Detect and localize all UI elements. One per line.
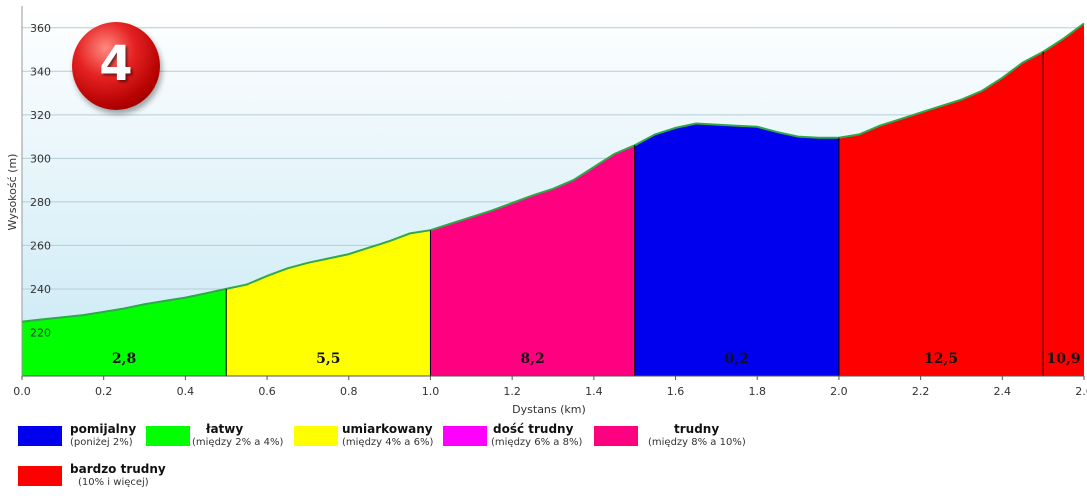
y-tick-label: 280 <box>30 196 51 209</box>
legend-item: łatwy (między 2% a 4%) <box>146 422 296 462</box>
y-tick-label: 260 <box>30 239 51 252</box>
y-tick-label: 360 <box>30 22 51 35</box>
legend-description: (10% i więcej) <box>78 477 149 488</box>
y-axis-ticks: 220 240 260 280 300 320 340 360 <box>30 22 51 340</box>
x-axis-ticks: 0.0 0.2 0.4 0.6 0.8 1.0 1.2 1.4 1.6 1.8 2.0 2.2 2.4 2… <box>13 376 1087 398</box>
legend-description: (między 6% a 8%) <box>491 437 583 448</box>
stage-badge: 4 <box>72 22 160 110</box>
legend-item: dość trudny (między 6% a 8%) <box>443 422 593 462</box>
segment-grade-label: 0,2 <box>725 351 749 367</box>
y-axis-label: Wysokość (m) <box>6 154 19 231</box>
x-tick-label: 2.6 <box>1075 385 1087 398</box>
elevation-line <box>21 22 1085 323</box>
segment-grade-label: 2,8 <box>112 351 136 367</box>
legend-name: dość trudny <box>493 422 574 436</box>
x-axis-label: Dystans (km) <box>512 403 586 416</box>
y-tick-label: 300 <box>30 152 51 165</box>
legend-name: łatwy <box>206 422 244 436</box>
elevation-chart: 2,8 5,5 8,2 0,2 12,5 10,9 220 240 260 280 300 320 3… <box>6 6 1087 416</box>
legend-swatch <box>18 426 62 446</box>
x-tick-label: 2.2 <box>912 385 930 398</box>
legend-name: pomijalny <box>70 422 137 436</box>
legend-item: trudny (między 8% a 10%) <box>594 422 746 462</box>
segment-grade-label: 10,9 <box>1047 351 1081 367</box>
x-tick-label: 0.8 <box>340 385 358 398</box>
y-tick-label: 240 <box>30 283 51 296</box>
y-tick-label: 320 <box>30 109 51 122</box>
x-tick-label: 0.4 <box>177 385 195 398</box>
x-tick-label: 1.4 <box>585 385 603 398</box>
x-tick-label: 2.0 <box>830 385 848 398</box>
x-tick-label: 0.0 <box>13 385 31 398</box>
segment-labels: 2,8 5,5 8,2 0,2 12,5 10,9 <box>112 51 1081 376</box>
x-tick-label: 1.2 <box>503 385 521 398</box>
stage-number: 4 <box>99 36 133 92</box>
legend-item: pomijalny (poniżej 2%) <box>18 422 168 462</box>
legend-description: (między 2% a 4%) <box>192 437 284 448</box>
x-tick-label: 1.6 <box>667 385 685 398</box>
legend-name: umiarkowany <box>342 422 433 436</box>
legend-item: bardzo trudny (10% i więcej) <box>18 462 168 502</box>
y-tick-label: 340 <box>30 65 51 78</box>
segment-grade-label: 8,2 <box>520 351 544 367</box>
legend-name: bardzo trudny <box>70 462 166 476</box>
legend-description: (między 8% a 10%) <box>648 437 746 448</box>
legend-swatch <box>443 426 487 446</box>
legend-swatch <box>18 466 62 486</box>
grade-segment <box>1043 23 1084 376</box>
x-tick-label: 2.4 <box>994 385 1012 398</box>
legend-description: (między 4% a 6%) <box>342 437 434 448</box>
legend-description: (poniżej 2%) <box>70 437 133 448</box>
x-tick-label: 1.8 <box>748 385 766 398</box>
x-tick-label: 0.6 <box>258 385 276 398</box>
legend-name: trudny <box>674 422 720 436</box>
y-tick-label: 220 <box>30 326 51 339</box>
legend-swatch <box>594 426 638 446</box>
segment-grade-label: 12,5 <box>924 351 958 367</box>
segment-grade-label: 5,5 <box>316 351 340 367</box>
legend-item: umiarkowany (między 4% a 6%) <box>294 422 444 462</box>
legend-swatch <box>294 426 338 446</box>
legend-swatch <box>146 426 190 446</box>
x-tick-label: 1.0 <box>422 385 440 398</box>
x-tick-label: 0.2 <box>95 385 113 398</box>
